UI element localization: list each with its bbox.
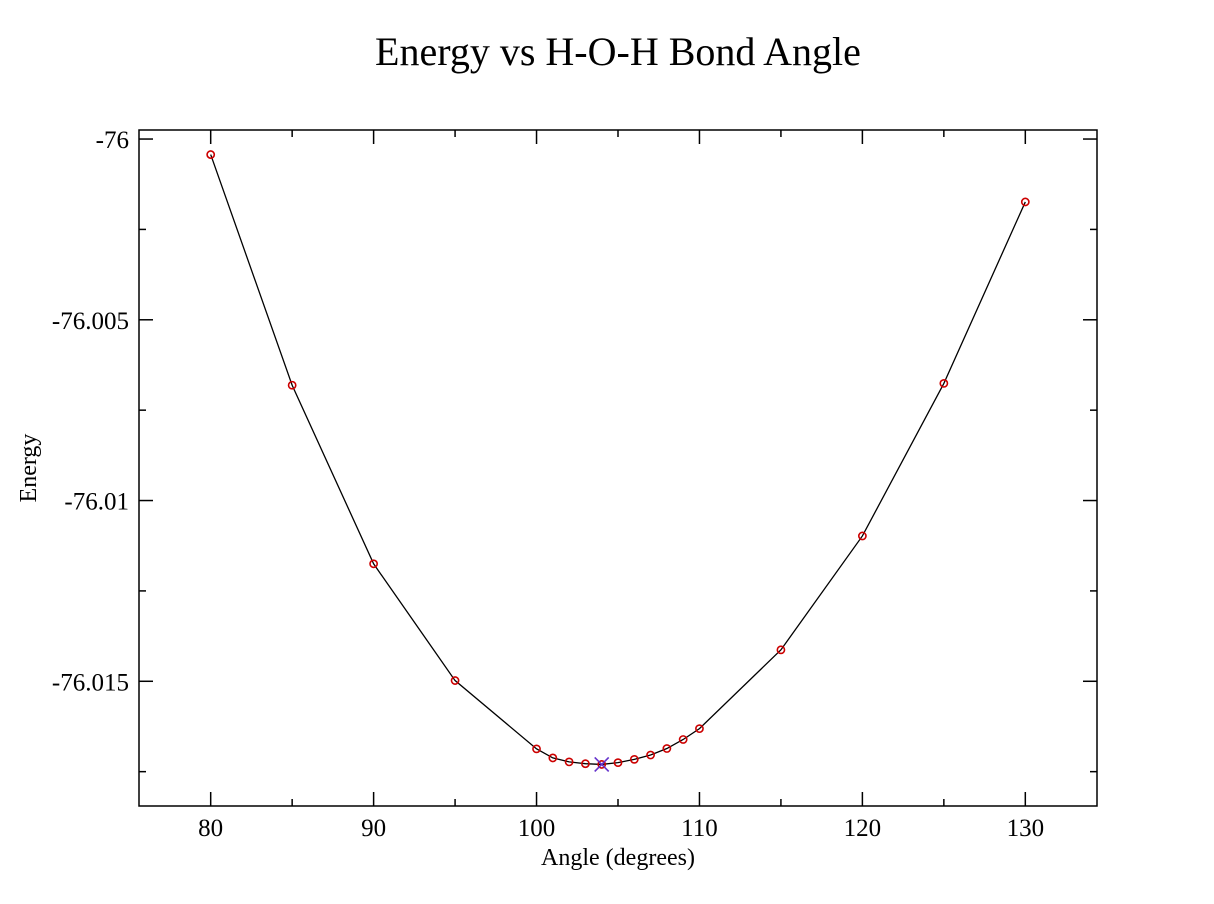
axis-ticks — [139, 130, 1097, 806]
x-tick-label: 80 — [198, 815, 223, 842]
data-point — [532, 744, 541, 754]
data-point — [548, 753, 558, 763]
chart-title: Energy vs H-O-H Bond Angle — [375, 29, 861, 74]
y-axis-label: Energy — [16, 434, 42, 503]
x-tick-label: 110 — [681, 815, 718, 842]
data-point — [1020, 197, 1030, 207]
data-point — [939, 379, 949, 388]
x-axis-label: Angle (degrees) — [541, 845, 695, 871]
y-tick-label: -76 — [96, 127, 129, 154]
x-tick-label: 130 — [1007, 815, 1045, 842]
tick-labels: 80 90 100 110 120 130 -76 -76.005 -76.01 -76.015 — [52, 127, 1044, 842]
data-point — [662, 744, 672, 753]
y-tick-label: -76.01 — [64, 489, 129, 516]
data-point — [450, 676, 460, 685]
data-point — [369, 559, 379, 569]
x-tick-label: 120 — [844, 815, 882, 842]
data-point — [695, 724, 704, 734]
data-point — [581, 759, 590, 769]
data-point — [613, 758, 623, 768]
data-point — [678, 735, 688, 744]
minimum-marker — [594, 756, 610, 772]
y-tick-label: -76.005 — [52, 308, 129, 335]
data-point — [564, 757, 574, 767]
series-line — [210, 154, 1026, 766]
plot-frame — [138, 129, 1098, 807]
data-point — [857, 531, 867, 541]
data-markers — [206, 150, 1030, 769]
data-point — [776, 645, 786, 655]
data-point — [629, 754, 639, 764]
minimum-marker-stroke-b — [594, 756, 610, 772]
data-point — [287, 380, 297, 390]
data-point — [646, 750, 655, 760]
data-point — [206, 150, 216, 159]
x-tick-label: 90 — [361, 815, 386, 842]
data-point — [597, 760, 607, 769]
y-tick-label: -76.015 — [52, 669, 129, 696]
x-tick-label: 100 — [518, 815, 556, 842]
